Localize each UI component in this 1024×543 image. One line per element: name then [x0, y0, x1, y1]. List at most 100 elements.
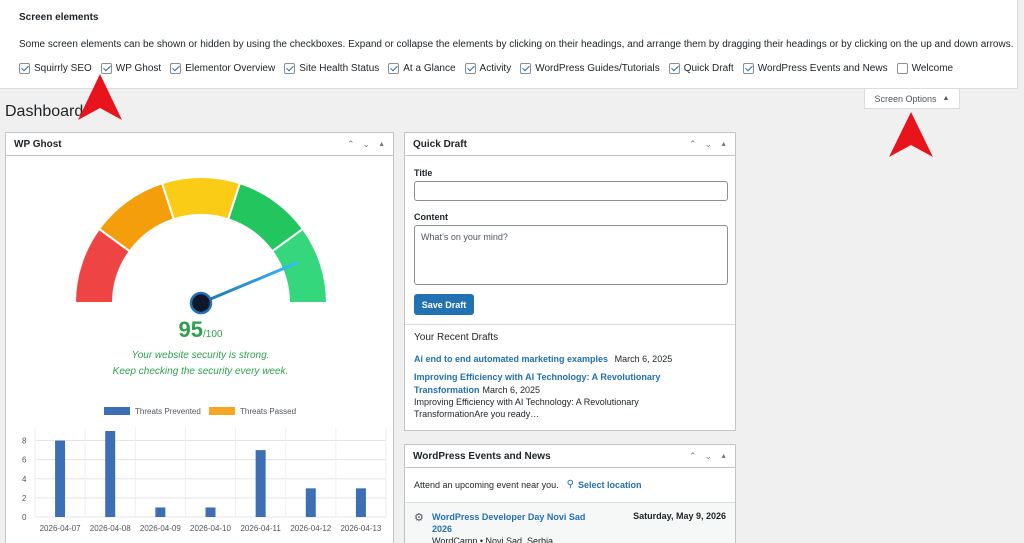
checkbox-checked-icon[interactable] [170, 63, 182, 74]
screen-option-checkbox[interactable]: WP Ghost [100, 63, 162, 74]
y-tick-label: 0 [22, 513, 27, 522]
bar-threats-prevented [55, 440, 66, 517]
quick-draft-title: Quick Draft [413, 138, 467, 150]
screen-option-checkbox[interactable]: Squirrly SEO [19, 63, 92, 74]
screen-option-checkbox[interactable]: Site Health Status [284, 63, 379, 74]
quick-draft-header[interactable]: Quick Draft ⌃ ⌄ ▲ [405, 133, 735, 156]
screen-option-checkbox[interactable]: Elementor Overview [170, 63, 275, 74]
checkbox-label: Quick Draft [683, 63, 734, 74]
event-link[interactable]: WordPress Developer Day Novi Sad [432, 512, 586, 522]
move-down-icon[interactable]: ⌄ [704, 138, 713, 149]
y-tick-label: 2 [22, 494, 27, 503]
screen-elements-checkboxes: Squirrly SEO WP Ghost Elementor Overview Si… [19, 63, 962, 74]
draft-link[interactable]: Ai end to end automated marketing exampl… [414, 354, 609, 364]
checkbox-checked-icon[interactable] [520, 63, 532, 74]
move-up-icon[interactable]: ⌃ [688, 450, 697, 461]
checkbox-checked-icon[interactable] [464, 63, 476, 74]
title-input[interactable] [414, 181, 728, 201]
screen-elements-description: Some screen elements can be shown or hid… [19, 39, 1014, 50]
location-pin-icon: ⚲ [566, 479, 574, 490]
move-down-icon[interactable]: ⌄ [362, 138, 371, 149]
x-tick-label: 2026-04-10 [190, 524, 231, 533]
checkbox-label: WP Ghost [115, 63, 162, 74]
checkbox-unchecked-icon[interactable] [896, 63, 908, 74]
event-link[interactable]: 2026 [432, 524, 453, 534]
save-draft-button[interactable]: Save Draft [414, 294, 474, 315]
move-up-icon[interactable]: ⌃ [346, 138, 355, 149]
y-tick-label: 4 [22, 475, 27, 484]
draft-item: Improving Efficiency with AI Technology:… [414, 371, 660, 420]
security-score-max: /100 [203, 329, 223, 340]
screen-elements-heading: Screen elements [19, 12, 99, 23]
wordcamp-icon: ⚙ [414, 512, 424, 524]
checkbox-checked-icon[interactable] [100, 63, 112, 74]
security-message-line2: Keep checking the security every week. [112, 366, 289, 377]
annotation-arrow-icon [78, 74, 122, 120]
draft-excerpt: TransformationAre you ready… [414, 409, 540, 419]
screen-option-checkbox[interactable]: Welcome [896, 63, 954, 74]
security-message-line1: Your website security is strong. [131, 350, 270, 361]
bar-threats-prevented [255, 450, 266, 517]
event-date: Saturday, May 9, 2026 [633, 511, 726, 521]
checkbox-label: Squirrly SEO [34, 63, 92, 74]
select-location-link[interactable]: Select location [577, 479, 642, 490]
content-textarea[interactable]: What’s on your mind? [414, 225, 728, 285]
draft-item: Ai end to end automated marketing exampl… [414, 350, 672, 365]
event-list: ⚙ WordPress Developer Day Novi Sad 2026 … [405, 502, 735, 543]
screen-option-checkbox[interactable]: At a Glance [388, 63, 456, 74]
collapse-icon[interactable]: ▲ [378, 140, 385, 148]
x-tick-label: 2026-04-07 [40, 524, 81, 533]
wp-ghost-header[interactable]: WP Ghost ⌃ ⌄ ▲ [6, 133, 393, 156]
divider [405, 324, 735, 325]
draft-excerpt: Improving Efficiency with AI Technology:… [414, 397, 639, 407]
draft-link[interactable]: Improving Efficiency with AI Technology:… [414, 372, 661, 382]
screen-option-checkbox[interactable]: WordPress Events and News [742, 63, 888, 74]
draft-link[interactable]: Transformation [414, 385, 480, 395]
checkbox-checked-icon[interactable] [388, 63, 400, 74]
move-down-icon[interactable]: ⌄ [704, 450, 713, 461]
screen-options-toggle-button[interactable]: Screen Options ▲ [864, 89, 960, 109]
content-label: Content [414, 212, 448, 222]
checkbox-label: Site Health Status [299, 63, 380, 74]
screen-option-checkbox[interactable]: Quick Draft [668, 63, 734, 74]
gauge-segment [270, 227, 329, 304]
collapse-icon[interactable]: ▲ [720, 452, 727, 460]
event-meta: WordCamp • Novi Sad, Serbia [432, 536, 554, 543]
checkbox-checked-icon[interactable] [668, 63, 680, 74]
title-label: Title [414, 168, 433, 178]
x-tick-label: 2026-04-09 [140, 524, 181, 533]
checkbox-checked-icon[interactable] [284, 63, 296, 74]
collapse-icon[interactable]: ▲ [720, 140, 727, 148]
move-up-icon[interactable]: ⌃ [688, 138, 697, 149]
checkbox-label: WordPress Events and News [757, 63, 888, 74]
x-tick-label: 2026-04-08 [90, 524, 131, 533]
legend-label: Threats Passed [240, 407, 296, 416]
checkbox-checked-icon[interactable] [19, 63, 30, 74]
bar-threats-prevented [355, 488, 366, 517]
threats-chart: Threats Prevented Threats Passed 0 2 4 6 8 2026… [22, 407, 387, 533]
x-tick-label: 2026-04-11 [240, 524, 281, 533]
screen-option-checkbox[interactable]: Activity [464, 63, 511, 74]
y-tick-label: 6 [22, 456, 27, 465]
legend-label: Threats Prevented [135, 407, 201, 416]
events-header[interactable]: WordPress Events and News ⌃ ⌄ ▲ [405, 445, 735, 468]
draft-date: March 6, 2025 [614, 354, 673, 364]
security-gauge [73, 176, 329, 315]
wp-ghost-title: WP Ghost [14, 138, 62, 150]
draft-date: March 6, 2025 [482, 385, 541, 395]
gauge-segment [160, 176, 242, 221]
legend-swatch [209, 407, 235, 415]
bar-threats-prevented [305, 488, 316, 517]
gauge-needle [200, 261, 299, 305]
screen-option-checkbox[interactable]: WordPress Guides/Tutorials [520, 63, 660, 74]
checkbox-label: WordPress Guides/Tutorials [535, 63, 660, 74]
checkbox-label: Welcome [911, 63, 954, 74]
checkbox-checked-icon[interactable] [742, 63, 754, 74]
checkbox-label: At a Glance [403, 63, 456, 74]
events-title: WordPress Events and News [413, 450, 551, 462]
bar-threats-prevented [205, 507, 216, 517]
annotation-arrow-icon [889, 112, 933, 157]
quick-draft-widget: Quick Draft ⌃ ⌄ ▲ Title Content What’s o… [404, 132, 736, 431]
events-intro: Attend an upcoming event near you. [414, 479, 559, 490]
gauge-hub [189, 291, 213, 315]
